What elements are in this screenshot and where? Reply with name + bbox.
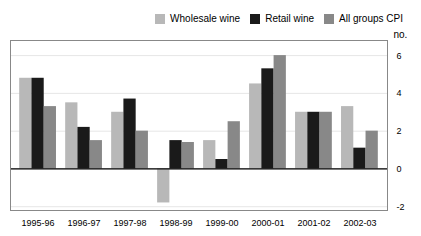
svg-text:1995-96: 1995-96 — [22, 218, 55, 228]
svg-text:1997-98: 1997-98 — [114, 218, 147, 228]
svg-text:2: 2 — [397, 126, 402, 136]
svg-text:1996-97: 1996-97 — [68, 218, 101, 228]
html-text:Wholesale wine: Wholesale wine — [170, 13, 241, 24]
svg-text:0: 0 — [397, 164, 402, 174]
svg-text:-2: -2 — [397, 202, 405, 212]
html-text:Retail wine: Retail wine — [265, 13, 315, 24]
svg-text:2002-03: 2002-03 — [343, 218, 376, 228]
svg-text:4: 4 — [397, 88, 402, 98]
svg-text:1999-00: 1999-00 — [205, 218, 238, 228]
svg-text:no.: no. — [394, 29, 408, 40]
svg-text:2001-02: 2001-02 — [297, 218, 330, 228]
html-text:All groups CPI: All groups CPI — [339, 13, 403, 24]
svg-text:1998-99: 1998-99 — [159, 218, 192, 228]
svg-text:2000-01: 2000-01 — [251, 218, 284, 228]
svg-text:6: 6 — [397, 50, 402, 60]
